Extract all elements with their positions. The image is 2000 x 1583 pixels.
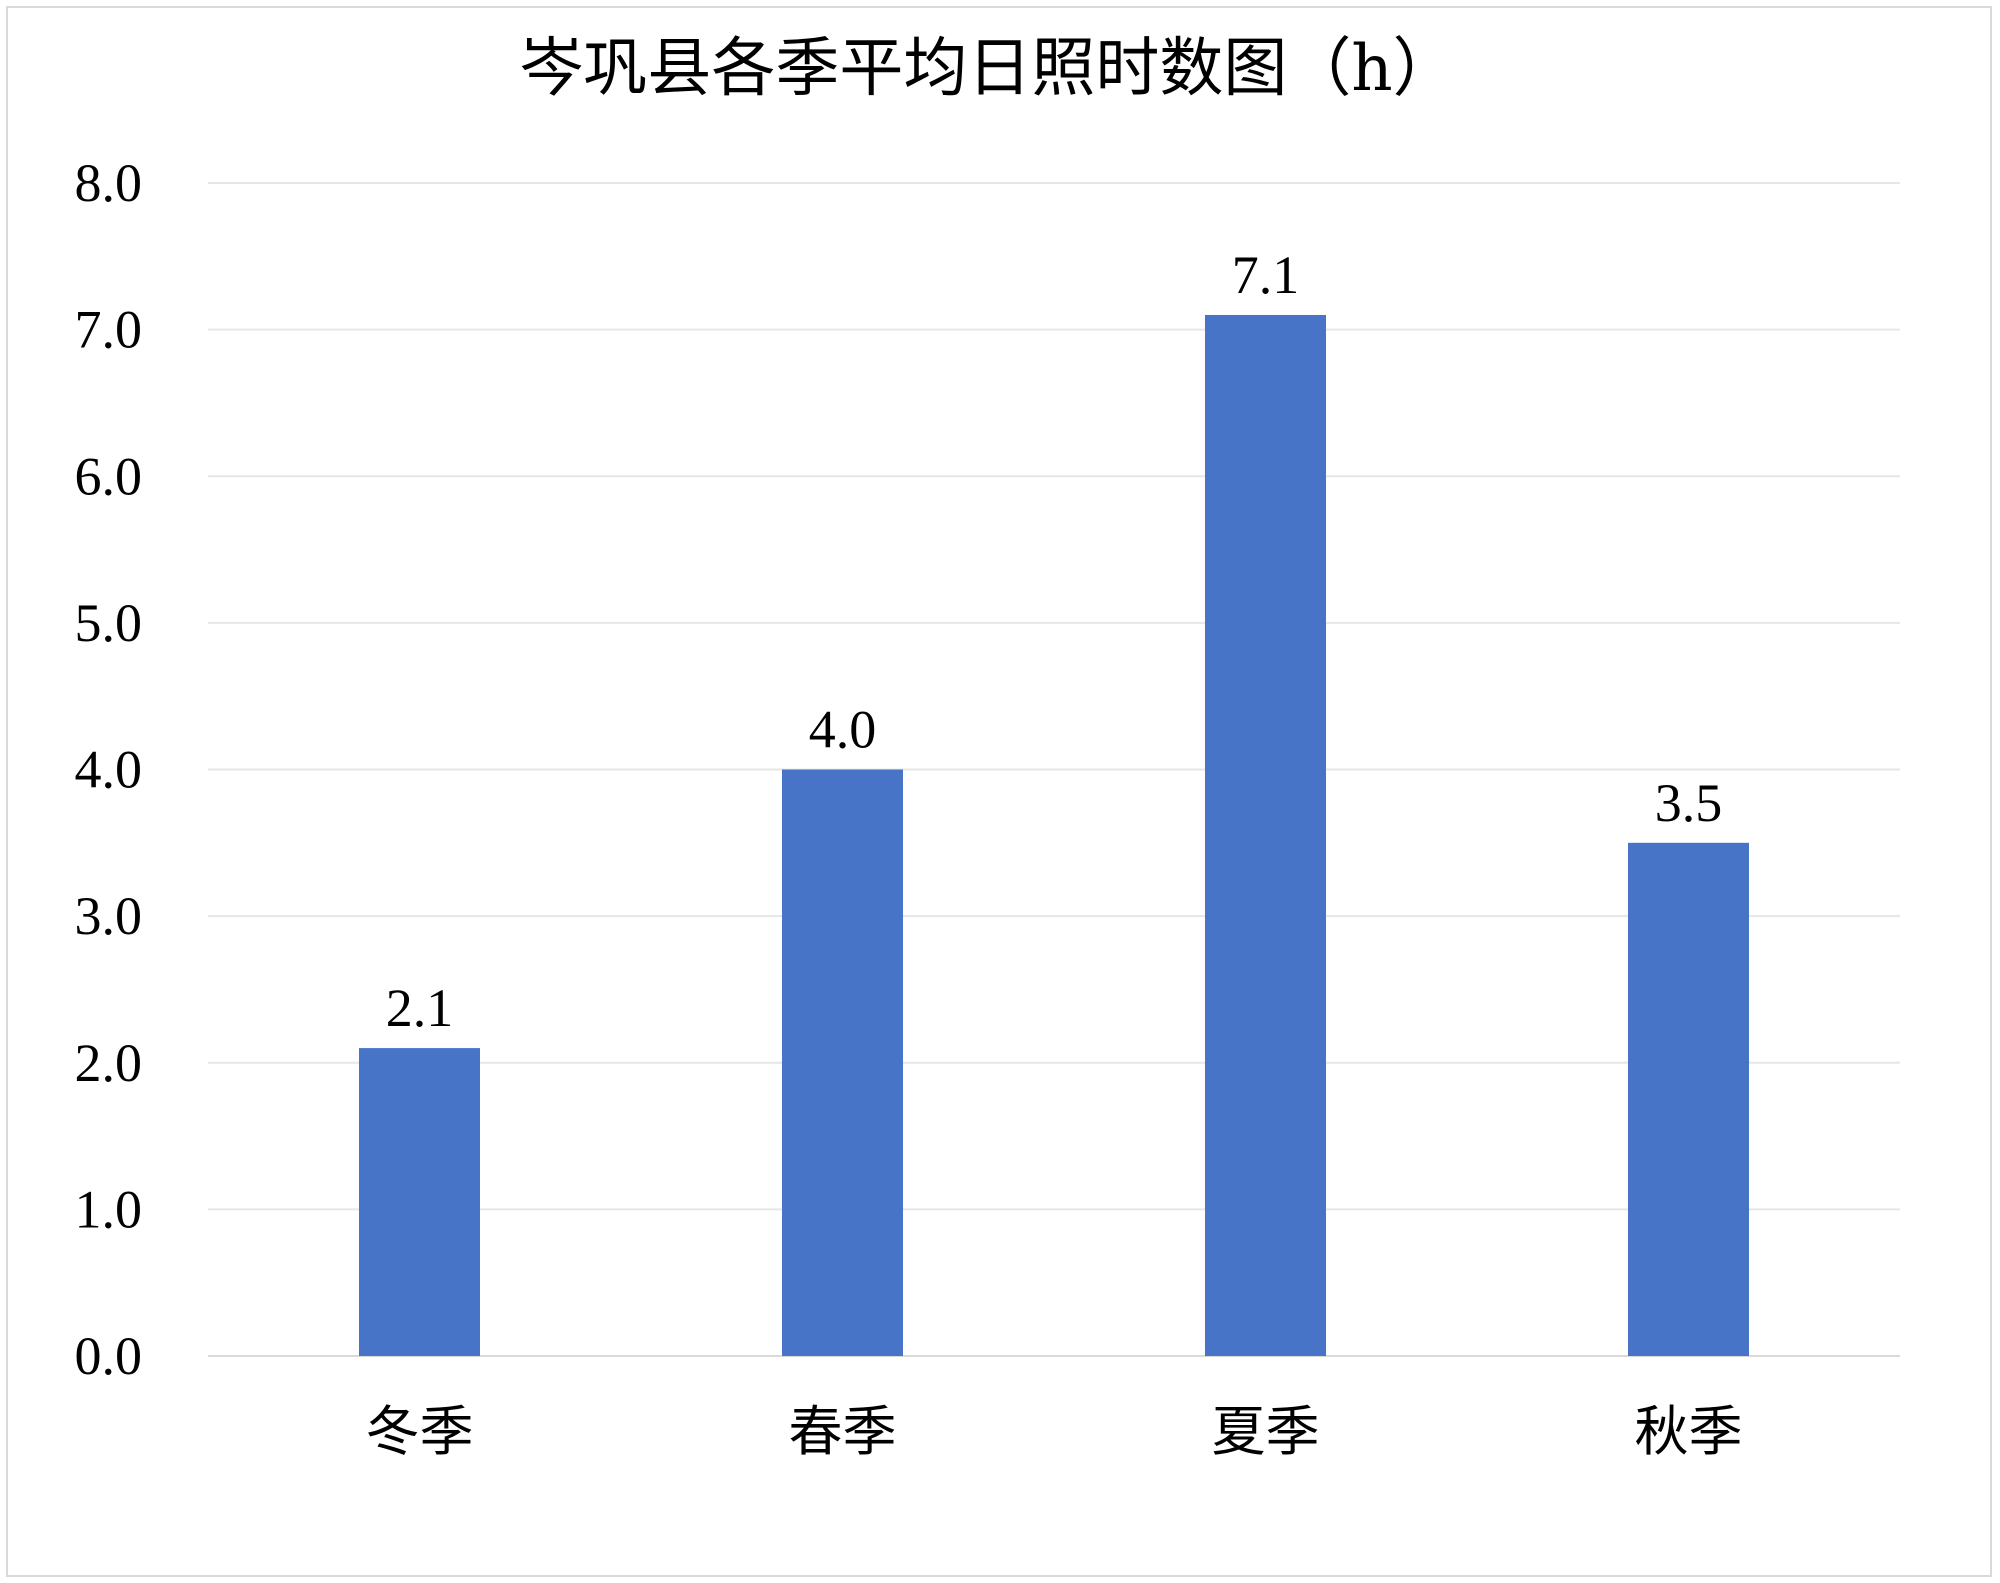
data-label: 3.5 (1655, 773, 1723, 833)
y-tick-label: 7.0 (75, 300, 143, 360)
bar (782, 769, 903, 1356)
y-tick-label: 5.0 (75, 593, 143, 653)
chart-title: 岑巩县各季平均日照时数图（h） (519, 32, 1456, 106)
gridlines (208, 182, 1900, 1357)
bar (1628, 842, 1749, 1356)
y-tick-label: 0.0 (75, 1326, 143, 1386)
y-tick-label: 8.0 (75, 153, 143, 213)
x-category-label: 夏季 (1212, 1400, 1320, 1463)
data-label: 7.1 (1232, 245, 1300, 305)
data-label: 2.1 (386, 978, 454, 1038)
x-category-label: 冬季 (366, 1400, 474, 1463)
x-category-label: 春季 (789, 1400, 897, 1463)
y-tick-label: 6.0 (75, 446, 143, 506)
x-category-label: 秋季 (1635, 1400, 1743, 1463)
bar (359, 1048, 480, 1356)
x-axis-categories: 冬季 春季 夏季 秋季 (366, 1400, 1743, 1463)
bar (1205, 314, 1326, 1356)
bars (359, 314, 1749, 1356)
y-tick-label: 1.0 (75, 1179, 143, 1239)
y-tick-label: 2.0 (75, 1033, 143, 1093)
y-tick-label: 3.0 (75, 886, 143, 946)
y-axis-ticks: 0.0 1.0 2.0 3.0 4.0 5.0 6.0 7.0 8.0 (75, 153, 143, 1386)
y-tick-label: 4.0 (75, 740, 143, 800)
data-label: 4.0 (809, 700, 877, 760)
data-labels: 2.1 4.0 7.1 3.5 (386, 245, 1723, 1038)
